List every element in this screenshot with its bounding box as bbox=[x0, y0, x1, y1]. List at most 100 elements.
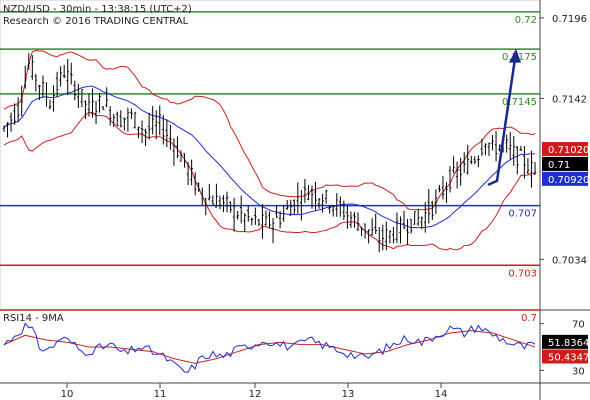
rsi-tag-1: 50.4347 bbox=[542, 349, 589, 364]
candle bbox=[367, 229, 370, 244]
candle bbox=[208, 183, 211, 201]
level-label-4: 0.703 bbox=[508, 268, 537, 279]
candle bbox=[307, 184, 310, 201]
candle bbox=[455, 161, 459, 189]
price-tag-bg bbox=[542, 171, 588, 186]
rsi-panel: 70 30 51.8364 50.4347 bbox=[3, 320, 589, 377]
time-tick-label-1: 11 bbox=[154, 389, 167, 400]
candle bbox=[254, 207, 257, 225]
candle bbox=[526, 158, 530, 175]
candle bbox=[229, 201, 232, 213]
price-tag-bg bbox=[542, 142, 588, 157]
candle bbox=[346, 205, 349, 229]
candle bbox=[27, 53, 31, 70]
candle bbox=[441, 175, 445, 200]
candle bbox=[317, 197, 321, 209]
candle bbox=[360, 226, 363, 237]
candle bbox=[101, 106, 105, 111]
candle bbox=[246, 205, 250, 222]
candle bbox=[91, 88, 94, 118]
rsi-tag-label: 50.4347 bbox=[548, 352, 589, 363]
candle bbox=[314, 181, 317, 211]
candle bbox=[9, 112, 13, 132]
candle bbox=[151, 105, 154, 135]
forecast-arrow-shaft bbox=[487, 58, 517, 187]
candle bbox=[324, 189, 328, 204]
price-tag-label: 0.71 bbox=[548, 160, 570, 171]
candle bbox=[34, 73, 38, 92]
candle bbox=[144, 128, 147, 146]
candle bbox=[416, 208, 420, 226]
rsi-tag-0: 51.8364 bbox=[542, 334, 589, 349]
level-label-2: 0.7145 bbox=[502, 97, 537, 108]
candle bbox=[399, 216, 402, 244]
candle bbox=[303, 179, 307, 203]
candle bbox=[331, 204, 335, 217]
candle bbox=[41, 75, 45, 98]
candle bbox=[176, 136, 179, 159]
candle bbox=[158, 105, 162, 136]
candle bbox=[388, 230, 392, 244]
candle bbox=[363, 223, 367, 239]
candle bbox=[409, 218, 413, 234]
candle bbox=[427, 188, 431, 224]
price-tag-label: 0.71020 bbox=[548, 145, 589, 156]
candle bbox=[285, 199, 289, 210]
candle bbox=[140, 120, 144, 144]
price-axis: 0.7196 0.7142 0.7034 bbox=[540, 14, 587, 266]
candle bbox=[516, 145, 519, 175]
candle bbox=[296, 182, 300, 214]
rsi-title: RSI14 - 9MA bbox=[3, 313, 64, 324]
candle bbox=[16, 97, 20, 123]
candle bbox=[98, 93, 101, 113]
candle bbox=[505, 134, 508, 153]
candle bbox=[431, 200, 434, 220]
candle bbox=[119, 110, 123, 128]
time-tick-label-2: 12 bbox=[249, 389, 262, 400]
candle bbox=[477, 155, 480, 168]
price-tag-bg bbox=[542, 156, 588, 171]
candle bbox=[45, 82, 48, 107]
price-tag-label: 0.70920 bbox=[548, 175, 589, 186]
candle bbox=[183, 153, 186, 168]
candle bbox=[406, 218, 409, 246]
price-tag-0: 0.71020 bbox=[542, 142, 589, 157]
price-tags: 0.71020 0.71 0.70920 bbox=[542, 142, 589, 186]
candle bbox=[218, 195, 222, 209]
support-resistance-levels: 0.72 0.7175 0.7145 0.707 0.703 0.7 bbox=[0, 11, 540, 324]
candle bbox=[162, 115, 165, 145]
price-tick-label-2: 0.7034 bbox=[552, 255, 587, 266]
candle bbox=[282, 204, 285, 222]
candle bbox=[23, 65, 27, 89]
candle bbox=[487, 142, 491, 156]
candlesticks bbox=[2, 53, 537, 253]
candle bbox=[126, 107, 130, 132]
rsi-ma-line bbox=[3, 330, 536, 364]
candle bbox=[423, 202, 427, 233]
candle bbox=[533, 162, 537, 175]
candle bbox=[193, 172, 197, 196]
candle bbox=[445, 182, 448, 204]
candle bbox=[73, 80, 77, 101]
candle bbox=[225, 191, 229, 213]
candle bbox=[204, 197, 208, 216]
candle bbox=[236, 210, 239, 220]
candle bbox=[69, 62, 73, 85]
candle bbox=[190, 159, 193, 186]
candle bbox=[52, 85, 55, 112]
candle bbox=[300, 190, 303, 221]
candle bbox=[133, 111, 137, 129]
candle bbox=[62, 64, 66, 79]
candle bbox=[87, 93, 91, 117]
candle bbox=[66, 58, 70, 96]
candle bbox=[215, 183, 218, 208]
forecast-arrow bbox=[487, 48, 521, 187]
candle bbox=[186, 162, 190, 186]
chart-subtitle: Research © 2016 TRADING CENTRAL bbox=[3, 16, 189, 27]
candle bbox=[374, 213, 377, 234]
candle bbox=[261, 204, 264, 239]
candle bbox=[165, 119, 169, 147]
candle bbox=[377, 226, 381, 253]
candle bbox=[130, 108, 133, 120]
